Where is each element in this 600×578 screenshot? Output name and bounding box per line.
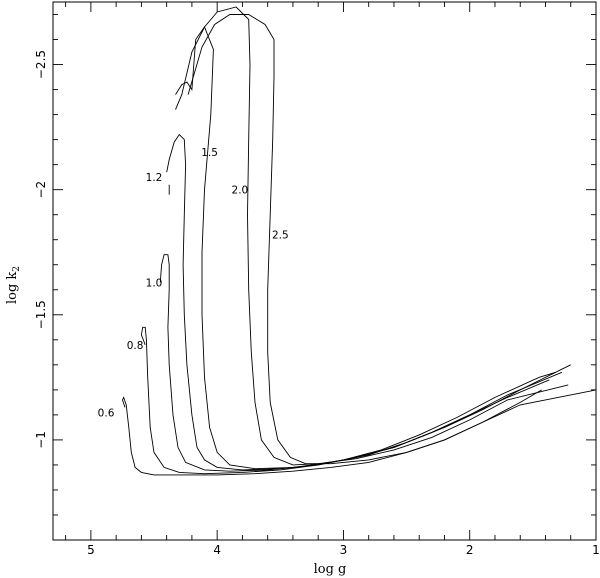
track-2-5 xyxy=(187,14,597,465)
x-tick-label: 2 xyxy=(466,543,474,557)
x-axis-title: log g xyxy=(314,562,347,577)
x-tick-label: 3 xyxy=(340,543,348,557)
tick-labels: 5 4 3 2 1 −1 −1.5 −2 −2.5 xyxy=(34,50,600,557)
track-label-1-5: 1.5 xyxy=(201,147,218,159)
svg-text:log k2: log k2 xyxy=(5,266,22,304)
track-1-5 xyxy=(175,26,571,470)
y-axis-title-sub: 2 xyxy=(12,266,22,272)
track-label-0-6: 0.6 xyxy=(98,407,115,419)
y-tick-label: −1 xyxy=(34,431,48,449)
track-1-0 xyxy=(159,254,556,472)
y-axis-title-base: log k xyxy=(5,272,20,304)
x-tick-label: 5 xyxy=(87,543,95,557)
plot-frame xyxy=(52,1,597,541)
track-2-0 xyxy=(175,6,569,466)
track-0-8 xyxy=(140,326,550,475)
track-label-2-5: 2.5 xyxy=(272,230,289,242)
axis-ticks xyxy=(53,2,597,540)
y-axis-title: log k2 xyxy=(5,266,22,304)
track-label-2-0: 2.0 xyxy=(232,185,249,197)
x-tick-label: 1 xyxy=(592,543,600,557)
curves xyxy=(122,6,597,476)
track-label-1-2: 1.2 xyxy=(146,172,163,184)
x-tick-label: 4 xyxy=(213,543,221,557)
track-label-1-0: 1.0 xyxy=(146,277,163,289)
y-tick-label: −2.5 xyxy=(34,50,48,79)
curve-labels: 0.6 0.8 1.0 1.2 1.5 2.0 2.5 xyxy=(98,147,289,419)
track-1-2 xyxy=(166,133,563,471)
track-label-0-8: 0.8 xyxy=(127,340,144,352)
y-tick-label: −1.5 xyxy=(34,300,48,329)
y-tick-label: −2 xyxy=(34,181,48,199)
